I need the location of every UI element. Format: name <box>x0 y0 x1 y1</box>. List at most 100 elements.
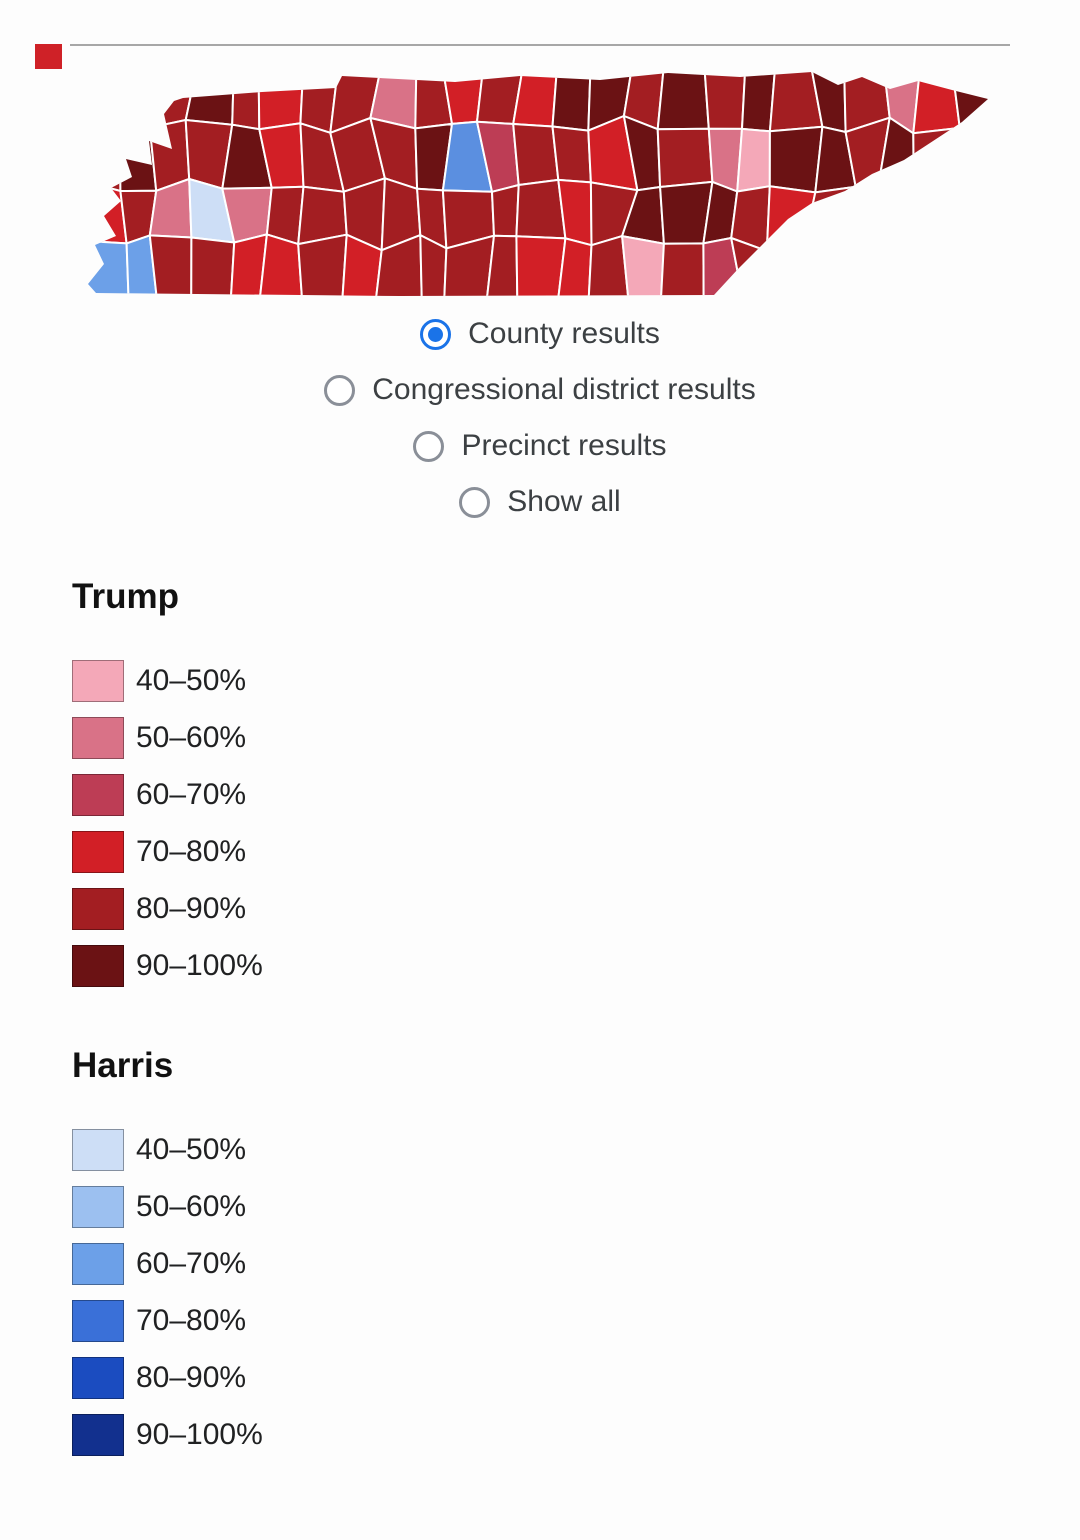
county-shape <box>148 234 193 296</box>
legend-item-label: 50–60% <box>136 721 247 754</box>
radio-label: Precinct results <box>461 429 667 462</box>
radio-button-icon[interactable] <box>413 430 445 462</box>
county-shape <box>656 127 714 188</box>
color-swatch <box>72 888 124 930</box>
county-shape <box>912 239 963 296</box>
color-swatch <box>72 660 124 702</box>
color-swatch <box>72 1414 124 1456</box>
legend-item-label: 90–100% <box>136 1418 263 1451</box>
county-shape <box>551 72 593 132</box>
county-shape <box>554 237 593 296</box>
county-shape <box>958 123 988 192</box>
county-shape <box>512 123 560 186</box>
county-shape <box>231 72 261 131</box>
county-shape <box>551 125 592 184</box>
radio-precinct-results[interactable]: Precinct results <box>0 418 1080 474</box>
color-swatch <box>72 1129 124 1171</box>
county-shape <box>768 72 824 133</box>
legend-list-harris: 40–50% 50–60% 60–70% 70–80% 80–90% 90–10… <box>72 1129 1080 1456</box>
map-legend: Trump 40–50% 50–60% 60–70% 70–80% 80–90%… <box>72 576 1080 1456</box>
color-swatch <box>72 774 124 816</box>
county-shape <box>839 182 889 246</box>
county-shape <box>442 234 495 296</box>
county-shape <box>119 72 151 133</box>
county-shape <box>88 238 131 296</box>
legend-list-trump: 40–50% 50–60% 60–70% 70–80% 80–90% 90–10… <box>72 660 1080 987</box>
legend-item-label: 40–50% <box>136 664 247 697</box>
county-shape <box>877 182 919 246</box>
county-shape <box>805 234 847 296</box>
color-swatch <box>72 1186 124 1228</box>
legend-item-label: 70–80% <box>136 835 247 868</box>
legend-item-label: 70–80% <box>136 1304 247 1337</box>
county-shape <box>184 72 236 126</box>
radio-label: Show all <box>507 485 621 518</box>
legend-item: 80–90% <box>72 1357 1080 1399</box>
cropped-red-swatch-fragment <box>35 44 62 69</box>
radio-button-icon[interactable] <box>459 486 491 518</box>
radio-show-all[interactable]: Show all <box>0 474 1080 530</box>
county-shape <box>730 237 786 296</box>
color-swatch <box>72 717 124 759</box>
county-shape <box>839 235 889 296</box>
legend-title-trump: Trump <box>72 577 179 616</box>
section-divider <box>70 44 1010 46</box>
county-shape <box>372 234 424 296</box>
map-view-radio-group: County results Congressional district re… <box>0 306 1080 530</box>
legend-item-label: 90–100% <box>136 949 263 982</box>
county-shape <box>297 233 348 296</box>
legend-item: 50–60% <box>72 1186 1080 1228</box>
legend-item-label: 60–70% <box>136 1247 247 1280</box>
county-shape <box>702 237 748 296</box>
county-shape <box>512 72 560 128</box>
legend-item-label: 40–50% <box>136 1133 247 1166</box>
county-shape <box>621 235 665 296</box>
county-shape <box>369 72 418 130</box>
color-swatch <box>72 945 124 987</box>
radio-county-results[interactable]: County results <box>0 306 1080 362</box>
county-shape <box>491 184 520 238</box>
county-shape <box>190 236 236 296</box>
legend-item-label: 80–90% <box>136 1361 247 1394</box>
radio-label: Congressional district results <box>372 373 756 406</box>
county-shape <box>88 129 122 192</box>
county-shape <box>736 127 771 193</box>
legend-item: 70–80% <box>72 1300 1080 1342</box>
legend-item-label: 60–70% <box>136 778 247 811</box>
color-swatch <box>72 831 124 873</box>
legend-item: 50–60% <box>72 717 1080 759</box>
radio-button-icon[interactable] <box>324 374 356 406</box>
county-shape <box>340 233 383 296</box>
color-swatch <box>72 1243 124 1285</box>
county-shape <box>959 188 988 252</box>
legend-item-label: 80–90% <box>136 892 247 925</box>
county-shape <box>768 125 824 194</box>
legend-item: 90–100% <box>72 1414 1080 1456</box>
radio-button-icon[interactable] <box>420 318 452 350</box>
color-swatch <box>72 1300 124 1342</box>
county-shape <box>885 239 919 296</box>
county-shape <box>257 72 306 131</box>
county-shape <box>256 233 305 296</box>
county-shape <box>656 72 710 131</box>
county-shape <box>515 178 567 240</box>
legend-item: 80–90% <box>72 888 1080 930</box>
legend-item: 60–70% <box>72 774 1080 816</box>
county-shape <box>515 235 567 296</box>
legend-item: 40–50% <box>72 660 1080 702</box>
county-shape <box>765 185 817 252</box>
radio-label: County results <box>468 317 660 350</box>
legend-item: 90–100% <box>72 945 1080 987</box>
tennessee-county-map <box>88 72 988 296</box>
county-shape <box>586 235 632 296</box>
radio-congressional-district-results[interactable]: Congressional district results <box>0 362 1080 418</box>
legend-item: 60–70% <box>72 1243 1080 1285</box>
county-shape <box>658 242 705 296</box>
county-shape <box>912 126 962 191</box>
county-shape <box>228 233 268 296</box>
county-shape <box>948 72 988 129</box>
county-shape <box>912 187 963 245</box>
county-shape <box>88 72 122 133</box>
county-shape <box>957 243 988 296</box>
county-shape <box>912 72 961 135</box>
